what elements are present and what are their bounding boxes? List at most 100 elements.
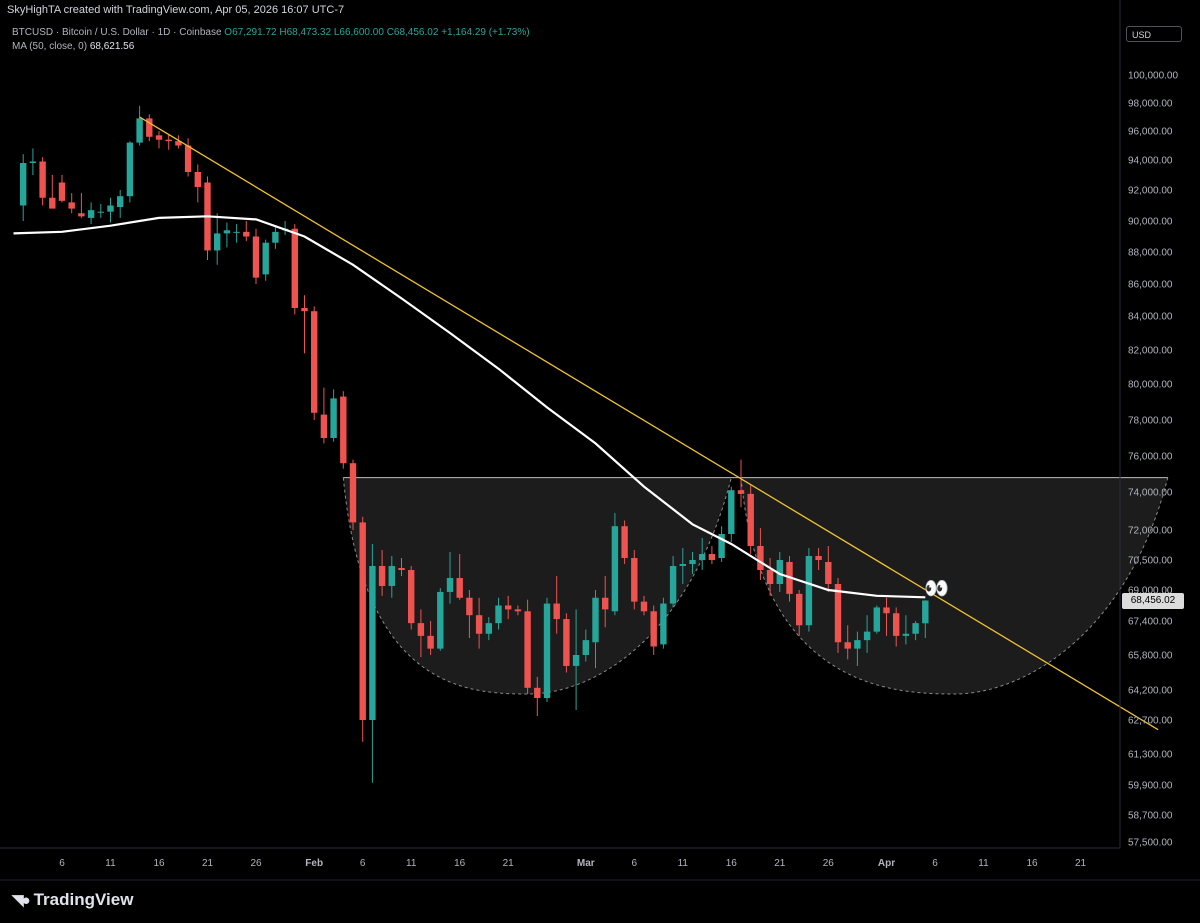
candle-body [922, 600, 929, 624]
tradingview-brand[interactable]: ◥● TradingView [12, 890, 133, 910]
candle-body [718, 534, 725, 558]
candle-body [825, 562, 832, 584]
x-tick-label: 6 [360, 858, 366, 869]
y-tick-label: 96,000.00 [1128, 127, 1173, 138]
candle-body [165, 139, 172, 142]
candle-body [776, 560, 783, 584]
ma-label[interactable]: MA (50, close, 0) [12, 41, 88, 52]
candle-body [291, 228, 298, 308]
y-tick-label: 80,000.00 [1128, 380, 1173, 391]
candle-body [49, 197, 56, 209]
x-tick-label: 16 [726, 858, 738, 869]
candle-body [834, 584, 842, 643]
x-tick-label: 11 [406, 858, 417, 869]
y-tick-label: 65,800.00 [1128, 651, 1173, 662]
candle-body [311, 311, 318, 413]
candle-body [87, 210, 95, 218]
candle-body [330, 398, 337, 438]
candle-body [388, 566, 395, 586]
candle-body [854, 640, 861, 649]
candle-body [456, 578, 463, 598]
candle-body [796, 593, 803, 626]
candle-body [708, 554, 716, 560]
candle-body [669, 566, 677, 604]
candle-body [68, 202, 75, 209]
close-value: C68,456.02 [386, 27, 439, 38]
candle-body [136, 118, 143, 143]
candle-body [660, 603, 667, 645]
y-tick-label: 64,200.00 [1128, 686, 1173, 697]
candle-body [175, 141, 182, 146]
candle-body [155, 135, 163, 140]
candle-body [301, 308, 308, 312]
symbol-legend[interactable]: BTCUSD · Bitcoin / U.S. Dollar · 1D · Co… [12, 27, 530, 38]
candle-body [243, 231, 250, 237]
candle-body [543, 603, 551, 698]
candle-body [805, 556, 813, 626]
candle-body [514, 609, 522, 612]
ma-line [13, 215, 926, 599]
candle-body [126, 142, 134, 197]
candle-body [505, 605, 512, 610]
y-tick-label: 61,300.00 [1128, 750, 1173, 761]
x-tick-label: 21 [774, 858, 786, 869]
candle-body [184, 145, 192, 172]
y-tick-label: 69,000.00 [1128, 586, 1173, 597]
lines-layer: 👀 [13, 116, 1159, 731]
x-tick-label: 6 [59, 858, 65, 869]
candle-body [262, 242, 269, 275]
candle-body [272, 231, 279, 243]
x-tick-label: 26 [823, 858, 835, 869]
candle-body [737, 490, 745, 494]
candle-body [572, 655, 580, 666]
x-tick-label: 11 [105, 858, 116, 869]
candle-body [378, 566, 386, 586]
candle-body [689, 560, 696, 564]
candle-body [582, 640, 589, 655]
eyes-emoji-icon: 👀 [924, 576, 949, 600]
symbol-title[interactable]: BTCUSD · Bitcoin / U.S. Dollar · 1D · Co… [12, 27, 222, 38]
trendline [139, 116, 1159, 731]
x-tick-label: 26 [250, 858, 262, 869]
candle-body [699, 554, 706, 560]
x-tick-label: 11 [678, 858, 689, 869]
candle-body [466, 597, 473, 616]
currency-selector[interactable]: USD [1126, 26, 1182, 42]
candle-body [223, 230, 231, 234]
candle-body [437, 591, 444, 649]
candle-body [214, 233, 221, 251]
candle-body [631, 558, 638, 602]
candle-body [146, 118, 153, 137]
y-tick-label: 57,500.00 [1128, 838, 1173, 849]
candle-body [815, 556, 822, 560]
candle-body [97, 211, 104, 213]
candle-body [650, 611, 657, 647]
left-cup-arc [342, 477, 732, 695]
candle-body [728, 490, 735, 534]
brand-name: TradingView [33, 890, 134, 909]
open-value: O67,291.72 [224, 27, 277, 38]
y-tick-label: 84,000.00 [1128, 312, 1173, 323]
candle-body [873, 607, 880, 632]
x-tick-label: 21 [202, 858, 214, 869]
candle-body [446, 578, 454, 592]
candle-body [427, 635, 434, 649]
y-tick-label: 88,000.00 [1128, 248, 1173, 259]
candle-body [117, 196, 124, 208]
x-tick-label: Apr [878, 858, 895, 869]
candle-body [320, 414, 328, 438]
ma-legend[interactable]: MA (50, close, 0) 68,621.56 [12, 41, 134, 52]
candle-body [592, 597, 599, 643]
candle-body [475, 615, 483, 634]
candle-body [893, 613, 900, 636]
candle-body [78, 213, 85, 217]
x-tick-label: 16 [1026, 858, 1038, 869]
tradingview-logo-icon: ◥● [12, 892, 31, 909]
ma-value: 68,621.56 [89, 41, 135, 52]
candle-body [39, 161, 46, 198]
candle-body [563, 619, 570, 666]
high-value: H68,473.32 [279, 27, 332, 38]
candle-body [912, 623, 919, 634]
